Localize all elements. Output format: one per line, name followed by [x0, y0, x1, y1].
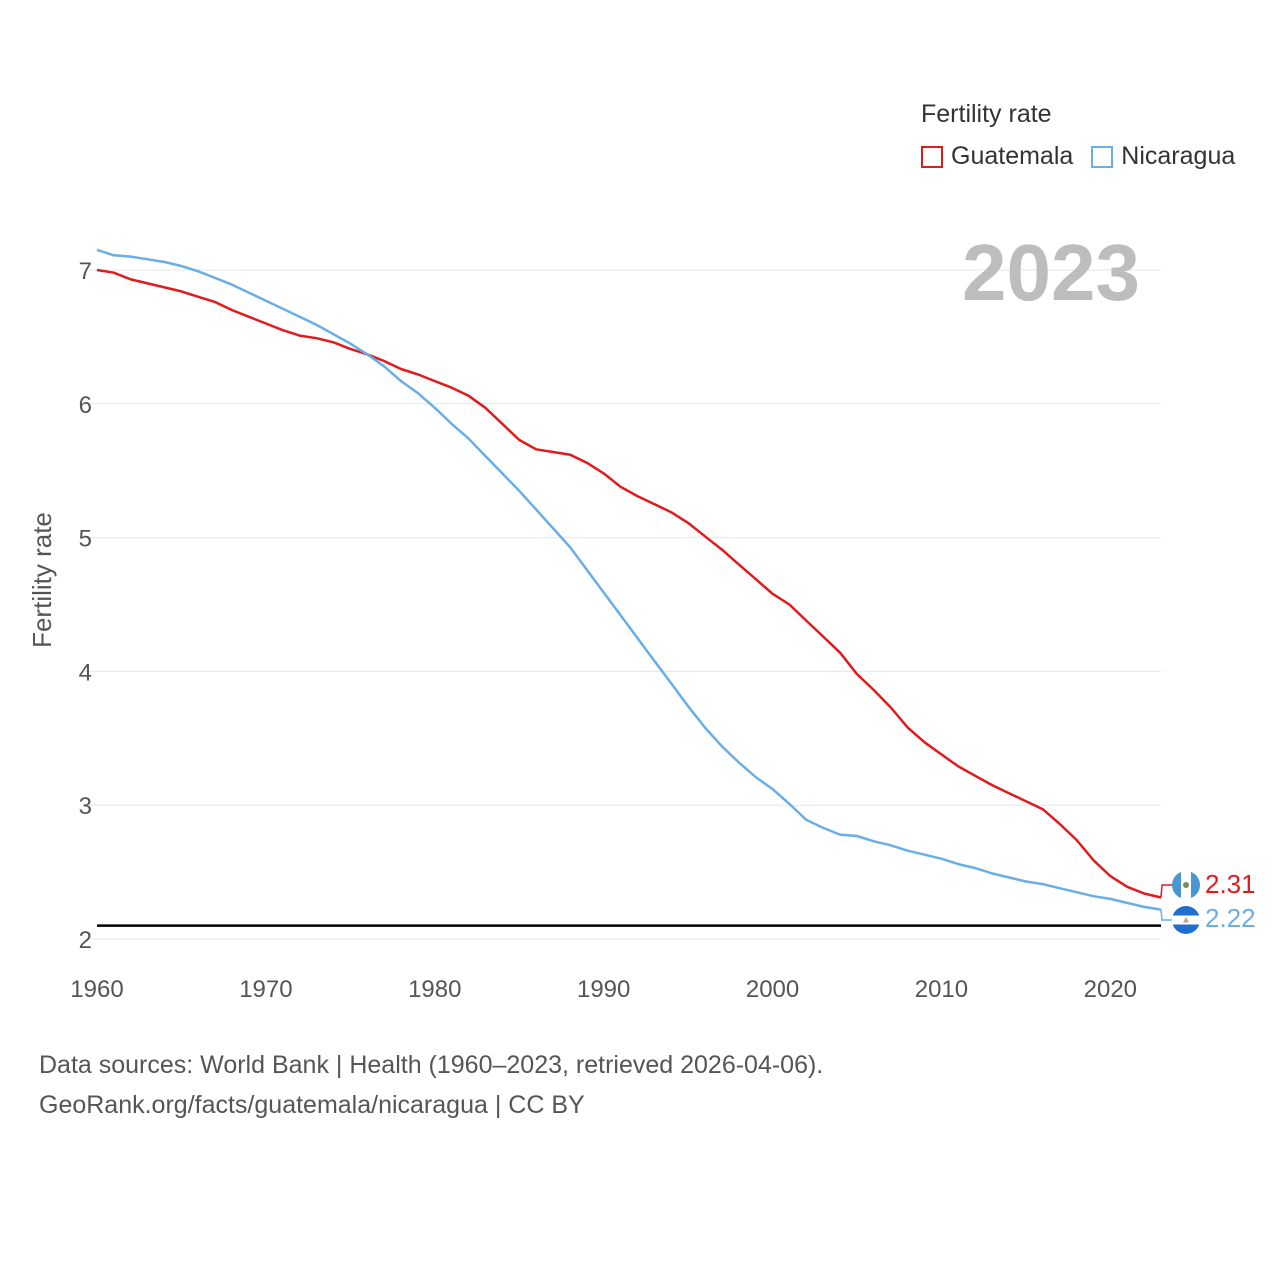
- fertility-rate-chart: 2 3 4 5 6 7 1960 1970 1980 1990 2000 2010 2020 Fert…: [27, 228, 1256, 1000]
- y-axis-label: Fertility rate: [27, 512, 57, 648]
- x-tick-label: 2010: [915, 976, 968, 1000]
- end-label-nicaragua: 2.22: [1205, 903, 1256, 933]
- legend-item-nicaragua[interactable]: Nicaragua: [1091, 142, 1235, 171]
- series-lines: [96, 248, 1162, 911]
- flag-guatemala-icon: [1172, 871, 1200, 899]
- flag-nicaragua-icon: [1172, 906, 1200, 934]
- data-source-note: Data sources: World Bank | Health (1960–…: [39, 1051, 824, 1079]
- leader-line-guatemala: [1160, 884, 1172, 898]
- x-tick-label: 1970: [239, 976, 292, 1000]
- y-tick-label: 2: [79, 927, 92, 954]
- y-tick-label: 7: [79, 258, 92, 285]
- legend-title: Fertility rate: [921, 100, 1052, 128]
- leader-line-nicaragua: [1160, 909, 1172, 921]
- end-label-guatemala: 2.31: [1205, 869, 1256, 899]
- series-line-nicaragua: [96, 248, 1162, 911]
- year-label: 2023: [962, 228, 1140, 317]
- legend-item-guatemala[interactable]: Guatemala: [921, 142, 1073, 171]
- x-tick-label: 2000: [746, 976, 799, 1000]
- y-tick-label: 3: [79, 793, 92, 820]
- legend: Guatemala Nicaragua: [921, 142, 1253, 171]
- y-tick-label: 6: [79, 392, 92, 419]
- attribution-link[interactable]: GeoRank.org/facts/guatemala/nicaragua | …: [39, 1091, 585, 1119]
- x-tick-label: 1980: [408, 976, 461, 1000]
- end-markers: 2.31 2.22: [1160, 869, 1256, 934]
- grid: [85, 269, 1161, 940]
- y-tick-label: 5: [79, 526, 92, 553]
- legend-label-guatemala: Guatemala: [951, 142, 1074, 170]
- x-tick-label: 1990: [577, 976, 630, 1000]
- legend-swatch-nicaragua: [1091, 145, 1114, 168]
- x-tick-label: 1960: [70, 976, 123, 1000]
- y-tick-label: 4: [79, 659, 92, 686]
- legend-label-nicaragua: Nicaragua: [1121, 142, 1236, 170]
- footer: Data sources: World Bank | Health (1960–…: [39, 1045, 823, 1125]
- series-line-guatemala: [96, 268, 1162, 899]
- x-tick-label: 2020: [1084, 976, 1137, 1000]
- x-axis-ticks: 1960 1970 1980 1990 2000 2010 2020: [70, 976, 1137, 1000]
- legend-swatch-guatemala: [921, 145, 943, 168]
- y-axis-ticks: 2 3 4 5 6 7: [79, 258, 92, 954]
